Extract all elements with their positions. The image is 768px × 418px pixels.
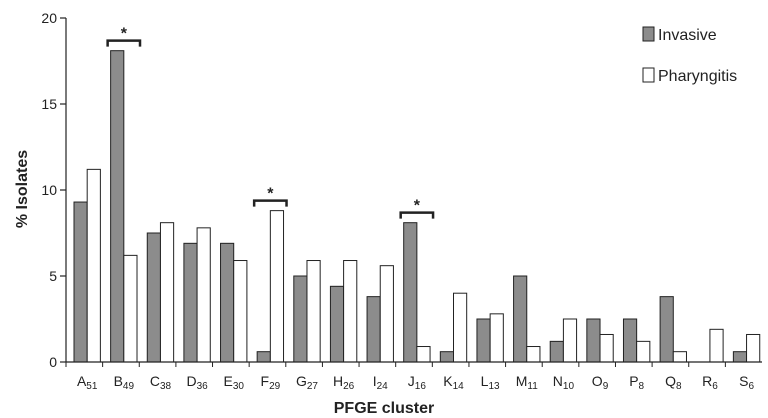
x-tick-label-A: A51 <box>77 373 98 392</box>
y-tick-label: 20 <box>41 10 57 26</box>
bars-group <box>73 50 761 363</box>
bar-pharyngitis-Q <box>672 351 687 363</box>
significance-bracket <box>252 199 288 207</box>
y-axis-title: % Isolates <box>14 150 31 228</box>
x-tick-label-L: L13 <box>481 373 500 392</box>
y-tick-label: 10 <box>41 182 57 198</box>
legend-label-pharyngitis: Pharyngitis <box>658 68 737 85</box>
x-tick-label-H: H26 <box>333 373 355 392</box>
bar-pharyngitis-J <box>416 346 431 363</box>
bar-pharyngitis-A <box>86 168 101 363</box>
bar-pharyngitis-K <box>453 292 468 363</box>
x-tick-label-I: I24 <box>373 373 388 392</box>
significance-star: * <box>414 198 421 215</box>
bar-pharyngitis-H <box>343 260 358 363</box>
bar-pharyngitis-I <box>379 265 394 363</box>
bar-invasive-M <box>513 275 528 363</box>
legend-label-invasive: Invasive <box>658 27 717 44</box>
x-tick-label-Q: Q8 <box>665 373 682 392</box>
bar-invasive-A <box>73 201 88 363</box>
legend-swatch-invasive <box>642 26 655 42</box>
bar-pharyngitis-G <box>306 260 321 363</box>
bar-pharyngitis-M <box>526 346 541 363</box>
x-axis-title: PFGE cluster <box>334 400 434 417</box>
significance-star: * <box>121 26 128 43</box>
bar-pharyngitis-N <box>562 318 578 363</box>
y-tick-label: 0 <box>49 354 57 370</box>
y-tick-label: 5 <box>49 268 57 284</box>
bar-invasive-Q <box>659 296 674 363</box>
bar-invasive-L <box>476 318 491 363</box>
bar-invasive-D <box>183 242 198 363</box>
bar-invasive-E <box>220 242 235 363</box>
bar-pharyngitis-F <box>269 210 285 363</box>
x-tick-label-E: E30 <box>223 373 244 392</box>
significance-bracket <box>399 211 435 219</box>
x-tick-label-B: B49 <box>114 373 135 392</box>
x-tick-label-F: F29 <box>261 373 281 392</box>
significance-group: * * * <box>106 26 435 219</box>
bar-pharyngitis-O <box>599 333 614 363</box>
bar-invasive-P <box>622 318 638 363</box>
x-tick-label-G: G27 <box>296 373 318 392</box>
bar-invasive-F <box>256 351 271 363</box>
bar-invasive-H <box>329 285 345 363</box>
x-tick-label-K: K14 <box>443 373 464 392</box>
bar-pharyngitis-R <box>709 328 724 363</box>
bar-pharyngitis-P <box>636 340 651 363</box>
bar-invasive-B <box>110 50 125 363</box>
x-tick-label-O: O9 <box>592 373 609 392</box>
x-tick-label-R: R6 <box>702 373 718 392</box>
bar-pharyngitis-E <box>233 260 248 363</box>
bar-invasive-K <box>439 351 455 363</box>
x-tick-label-N: N10 <box>553 373 575 392</box>
significance-bracket <box>106 39 142 47</box>
bar-pharyngitis-L <box>489 313 504 363</box>
x-tick-label-J: J16 <box>408 373 427 392</box>
x-tick-label-P: P8 <box>629 373 644 392</box>
bar-invasive-O <box>586 318 601 363</box>
bar-invasive-N <box>549 340 564 363</box>
x-tick-label-C: C38 <box>150 373 172 392</box>
bar-invasive-I <box>366 296 381 363</box>
y-ticks-group: 0 5 10 15 20 <box>41 10 66 370</box>
significance-star: * <box>267 186 274 203</box>
bar-pharyngitis-C <box>159 222 175 363</box>
x-tick-label-M: M11 <box>516 373 538 392</box>
x-tick-label-S: S6 <box>739 373 754 392</box>
x-ticks-group: A51 B49 C38 D36 E30 F29 G27 H26 I24 J16 K14 L13 M11 N… <box>65 362 754 392</box>
bar-pharyngitis-D <box>196 227 211 363</box>
legend: Invasive Pharyngitis <box>642 26 737 85</box>
x-tick-label-D: D36 <box>186 373 208 392</box>
legend-swatch-pharyngitis <box>642 67 655 83</box>
bar-invasive-J <box>403 222 418 363</box>
bar-invasive-G <box>293 275 308 363</box>
bar-invasive-C <box>146 232 161 363</box>
bar-pharyngitis-B <box>123 254 138 363</box>
bar-invasive-S <box>732 351 748 363</box>
y-tick-label: 15 <box>41 96 57 112</box>
bar-pharyngitis-S <box>746 333 761 363</box>
